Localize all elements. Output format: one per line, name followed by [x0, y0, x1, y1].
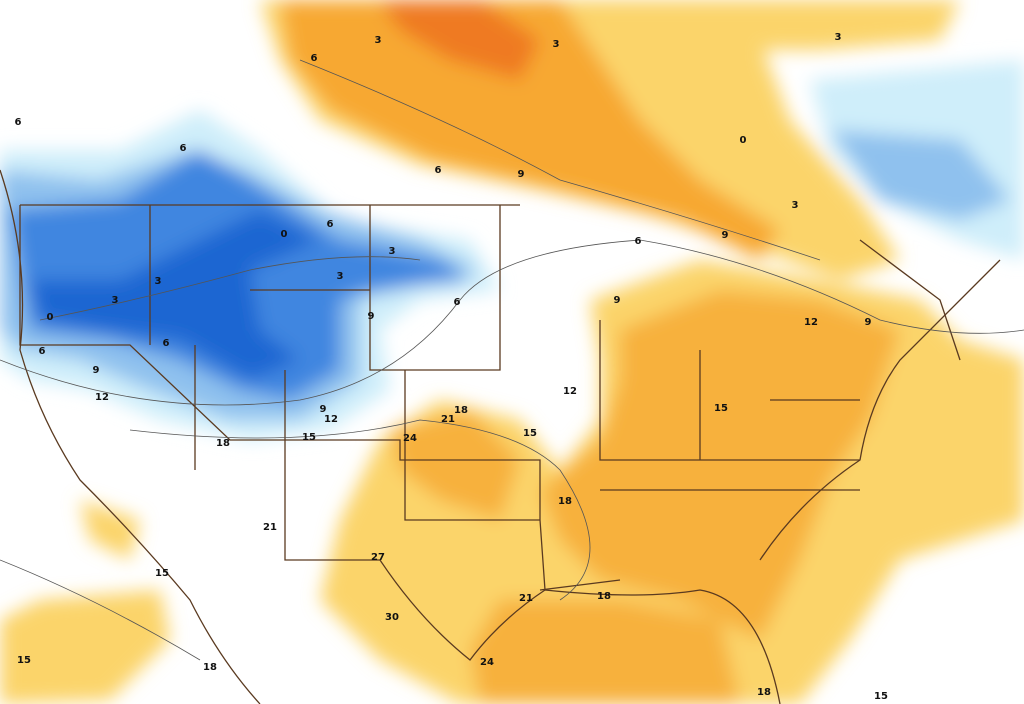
contour-label: 3 [792, 200, 799, 211]
contour-label: 0 [281, 229, 288, 240]
contour-label: 0 [740, 135, 747, 146]
contour-label: 6 [635, 236, 642, 247]
contour-label: 18 [597, 591, 611, 602]
contour-label: 21 [441, 414, 455, 425]
contour-label: 15 [714, 403, 728, 414]
contour-label: 3 [375, 35, 382, 46]
contour-label: 18 [757, 687, 771, 698]
contour-label: 24 [480, 657, 494, 668]
contour-label: 15 [302, 432, 316, 443]
contour-label: 6 [435, 165, 442, 176]
contour-label: 3 [553, 39, 560, 50]
contour-label: 9 [865, 317, 872, 328]
contour-label: 6 [39, 346, 46, 357]
borders [0, 169, 1001, 704]
contour-label: 15 [874, 691, 888, 702]
contour-label: 21 [519, 593, 533, 604]
contour-label: 12 [563, 386, 577, 397]
contour-label: 9 [320, 404, 327, 415]
contour-label: 12 [804, 317, 818, 328]
contour-label: 9 [614, 295, 621, 306]
contour-label: 27 [371, 552, 385, 563]
contour-label: 18 [454, 405, 468, 416]
contour-label: 6 [327, 219, 334, 230]
contour-label: 0 [47, 312, 54, 323]
contour-label: 9 [518, 169, 525, 180]
contour-label: 6 [311, 53, 318, 64]
contour-label: 3 [155, 276, 162, 287]
contour-label: 15 [155, 568, 169, 579]
contour-label: 15 [17, 655, 31, 666]
contour-label: 3 [337, 271, 344, 282]
contour-label: 18 [203, 662, 217, 673]
contour-label: 9 [722, 230, 729, 241]
contour-label: 3 [389, 246, 396, 257]
contour-label: 9 [93, 365, 100, 376]
contour-label: 30 [385, 612, 399, 623]
contour-label: 12 [324, 414, 338, 425]
contour-label: 6 [180, 143, 187, 154]
contour-label: 18 [216, 438, 230, 449]
contour-label: 6 [15, 117, 22, 128]
contour-label: 18 [558, 496, 572, 507]
contour-label: 24 [403, 433, 417, 444]
contour-label: 15 [523, 428, 537, 439]
contour-label: 6 [454, 297, 461, 308]
contours [0, 59, 1024, 661]
contour-label: 6 [163, 338, 170, 349]
contour-label: 9 [368, 311, 375, 322]
contour-label: 21 [263, 522, 277, 533]
contour-label: 12 [95, 392, 109, 403]
contour-label: 3 [112, 295, 119, 306]
contour-label: 3 [835, 32, 842, 43]
